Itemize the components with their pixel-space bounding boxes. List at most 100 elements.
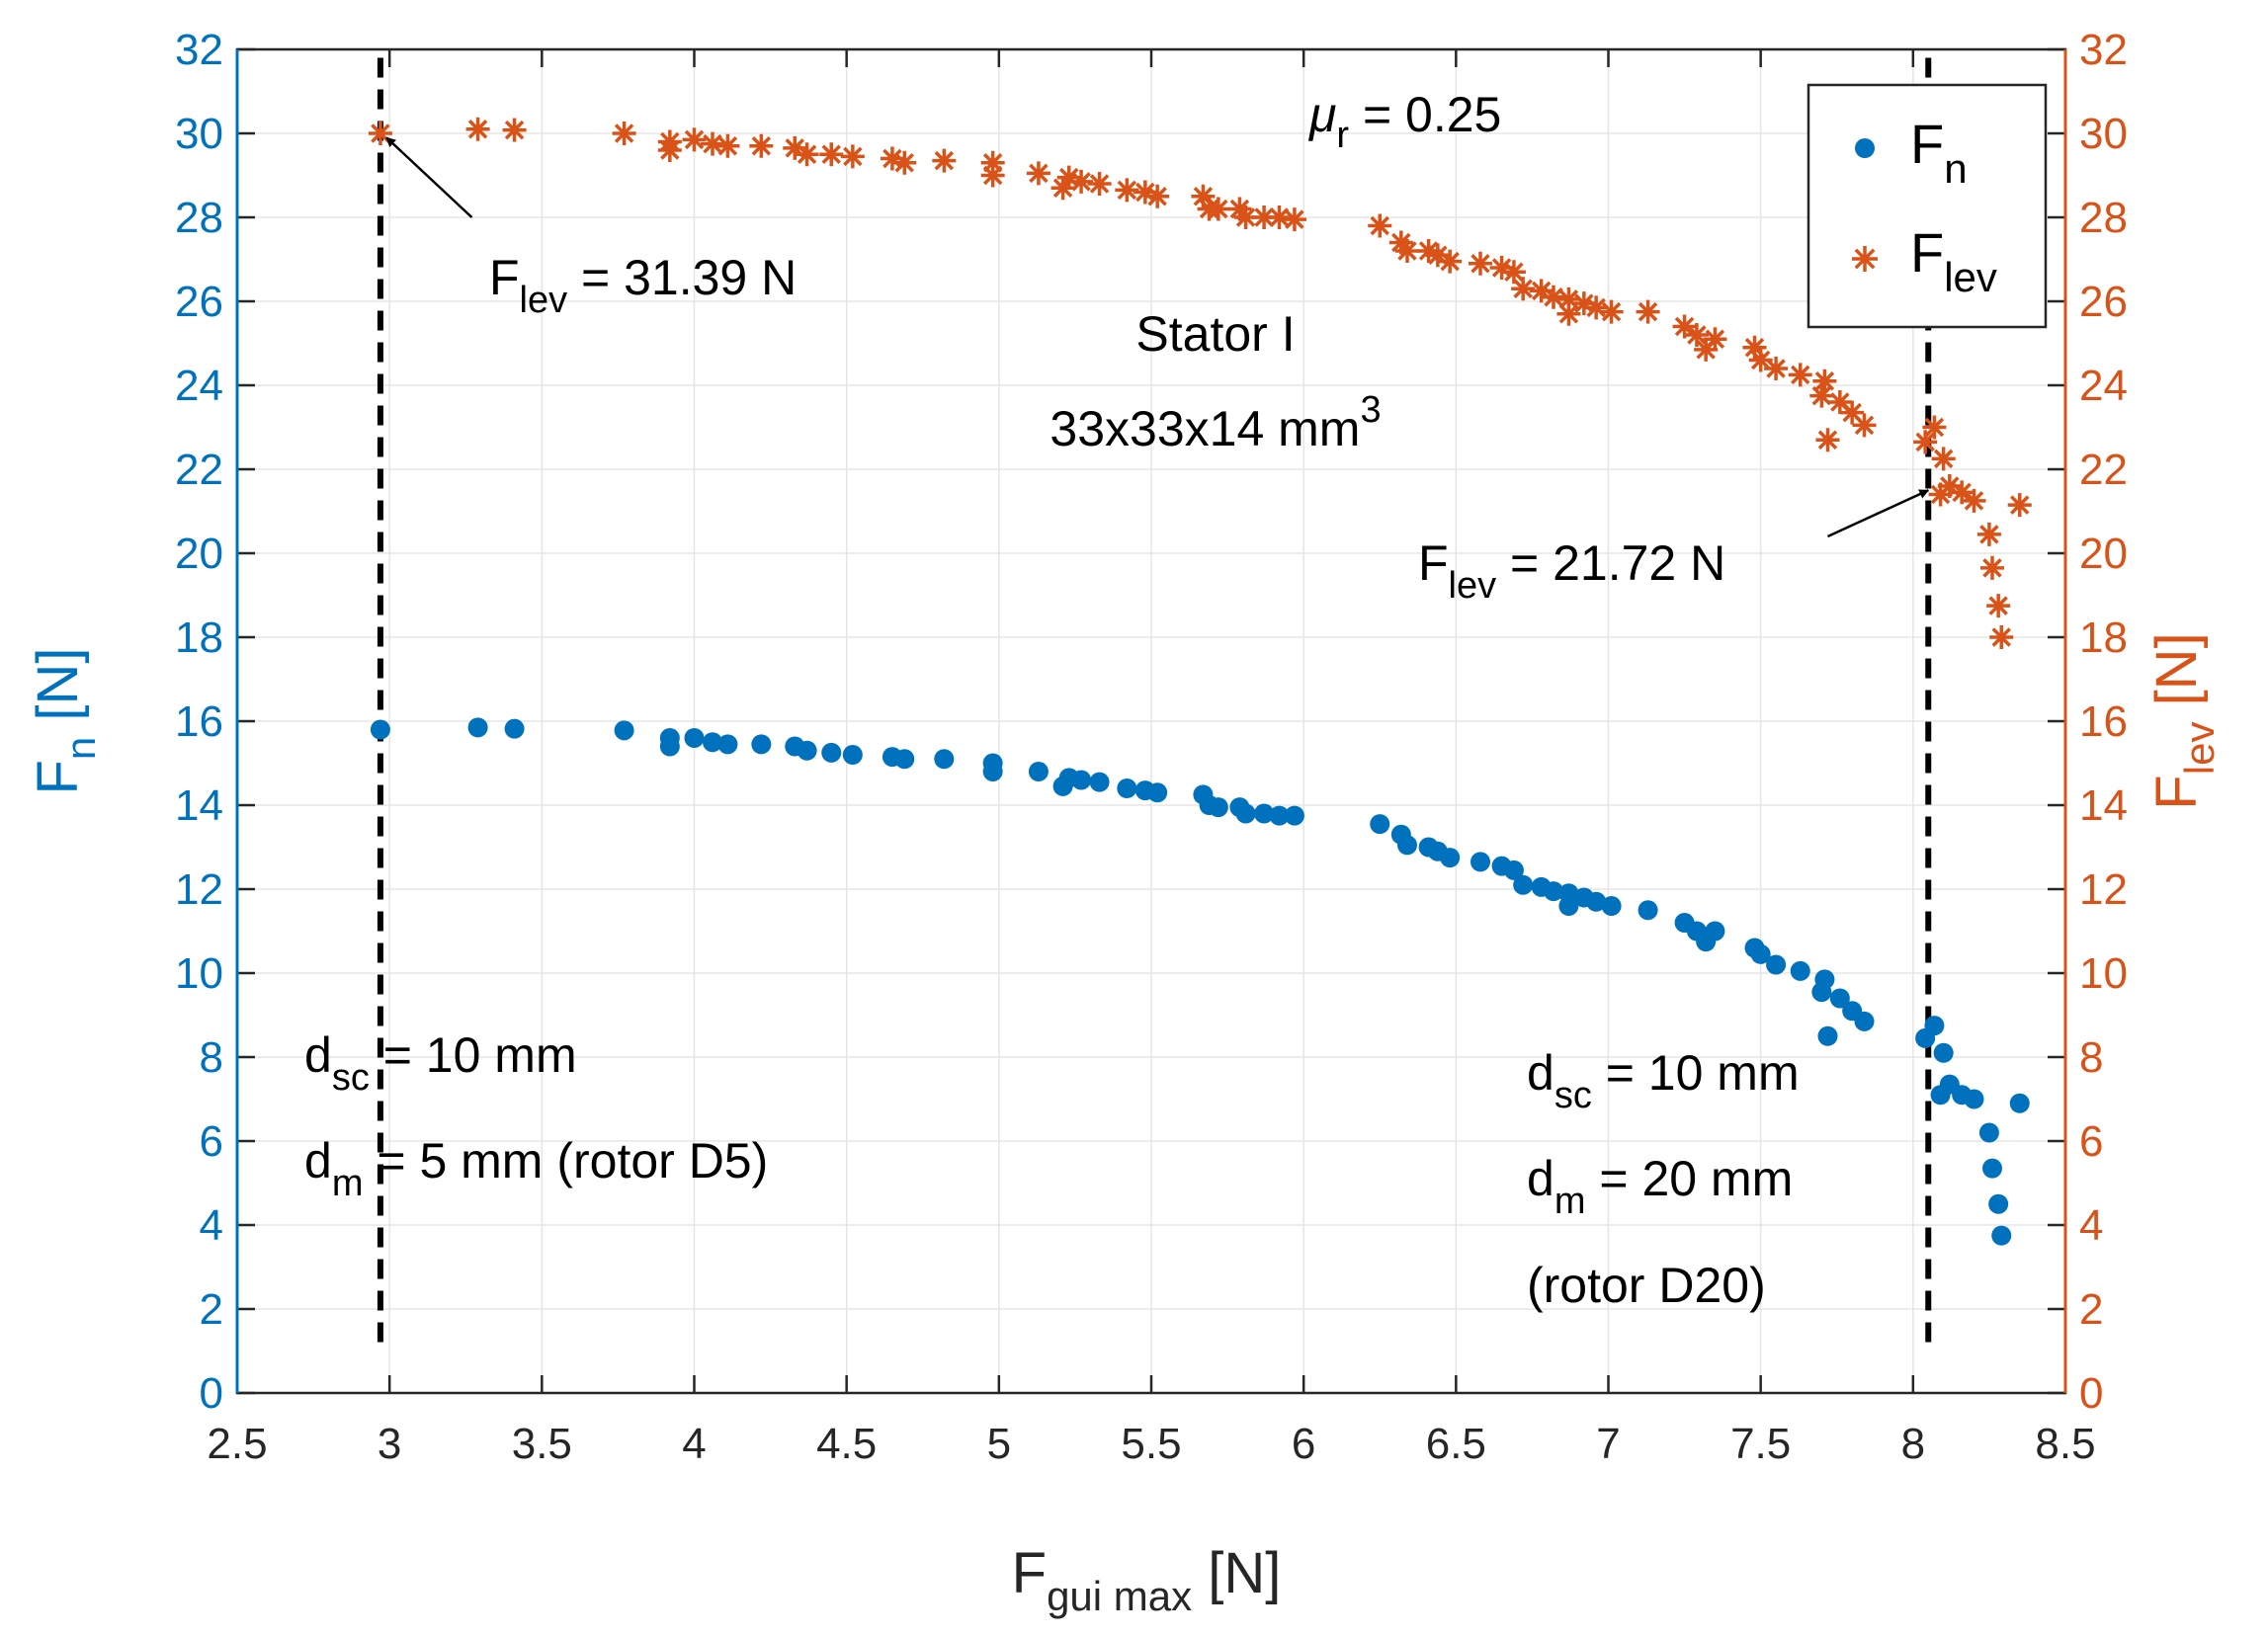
legend-flev-marker: [1852, 246, 1878, 272]
fn-data-point: [1208, 797, 1228, 818]
y-right-tick-label: 20: [2079, 530, 2128, 578]
annotation-arrow: [1826, 489, 1930, 538]
flev-left-annotation: Flev = 31.39 N: [489, 250, 797, 321]
flev-data-point: [1267, 205, 1292, 229]
flev-data-point: [1636, 299, 1660, 324]
stator-label: Stator I: [1135, 306, 1295, 362]
flev-data-point: [1115, 178, 1139, 203]
fn-data-point: [1117, 778, 1137, 798]
stator-dimensions-label: 33x33x14 mm3: [1050, 389, 1381, 456]
y-left-tick-label: 10: [175, 949, 223, 998]
flev-data-point: [1989, 625, 2014, 649]
annotation-arrows: [385, 136, 1930, 538]
legend: Fn Flev: [1806, 83, 2048, 329]
y-right-tick-label: 6: [2079, 1117, 2103, 1166]
x-axis-title: Fgui max [N]: [1012, 1541, 1282, 1619]
x-tick-label: 6.5: [1426, 1420, 1486, 1468]
fn-data-point: [1933, 1042, 1954, 1063]
flev-data-point: [502, 118, 527, 142]
fn-data-point: [1028, 762, 1049, 781]
y-right-tick-label: 32: [2079, 26, 2128, 74]
fn-data-point: [797, 740, 817, 761]
flev-data-point: [1511, 277, 1536, 301]
legend-fn-label: Fn: [1910, 113, 1968, 192]
flev-data-point: [1584, 295, 1609, 320]
x-tick-label: 5: [987, 1420, 1011, 1468]
fn-data-point: [934, 749, 955, 770]
y-left-tick-label: 6: [200, 1117, 223, 1166]
fn-data-point: [703, 732, 722, 753]
y-right-tick-label: 26: [2079, 278, 2128, 326]
fn-data-point: [1601, 896, 1622, 916]
annotation-arrow: [385, 136, 473, 218]
fn-data-point: [1750, 943, 1771, 964]
fn-data-point: [982, 762, 1003, 781]
fn-data-point: [370, 719, 390, 740]
fn-data-point: [2009, 1093, 2030, 1113]
y-left-tick-label: 18: [175, 614, 223, 662]
flev-data-point: [2007, 493, 2032, 518]
flev-data-point: [980, 163, 1005, 188]
y-left-tick-label: 14: [175, 781, 223, 830]
y-right-tick-label: 28: [2079, 194, 2128, 242]
x-tick-label: 4.5: [816, 1420, 877, 1468]
flev-data-point: [1069, 169, 1094, 194]
legend-fn-marker: [1855, 138, 1875, 158]
flev-data-point: [1599, 299, 1624, 324]
flev-data-point: [1469, 251, 1492, 276]
axis-ticks: 2.5 3 3.5 4 4.5 5 5.5 6 6.5 7 7.5 8 8.50246810121416…: [175, 26, 2128, 1468]
y-left-tick-label: 20: [175, 530, 223, 578]
y-right-tick-label: 16: [2079, 697, 2128, 746]
fn-data-point: [751, 734, 772, 755]
flev-data-point: [1980, 555, 2004, 580]
fn-data-point: [1854, 1011, 1875, 1031]
flev-data-point: [1788, 363, 1812, 387]
flev-data-point: [1962, 488, 1986, 513]
fn-data-point: [1817, 1025, 1838, 1046]
legend-flev-label: Flev: [1910, 221, 1997, 300]
flev-data-point: [715, 133, 740, 158]
flev-data-point: [749, 133, 774, 158]
flev-data-point: [819, 142, 844, 167]
y-left-tick-label: 24: [175, 362, 223, 410]
flev-data-point: [1986, 594, 2011, 618]
flev-data-point: [1840, 400, 1865, 425]
flev-data-point: [368, 122, 392, 145]
flev-data-point: [1438, 249, 1463, 274]
y-right-tick-label: 14: [2079, 781, 2128, 830]
flev-data-point: [682, 127, 707, 152]
flev-data-point: [701, 131, 724, 156]
flev-data-point: [1812, 369, 1837, 393]
flev-data-point: [892, 150, 917, 175]
fn-data-point: [504, 718, 525, 739]
y-right-tick-label: 4: [2079, 1201, 2103, 1250]
fn-data-point: [1964, 1089, 1984, 1109]
y-right-tick-label: 0: [2079, 1369, 2103, 1418]
flev-series: [368, 117, 2032, 649]
fn-data-point: [1924, 1016, 1945, 1036]
fn-series: [370, 717, 2030, 1246]
flev-data-point: [1542, 285, 1565, 309]
fn-data-point: [1544, 881, 1563, 902]
y-left-tick-label: 26: [175, 278, 223, 326]
flev-data-point: [657, 138, 682, 162]
fn-data-point: [1991, 1225, 2012, 1246]
y-right-tick-label: 2: [2079, 1285, 2103, 1334]
x-tick-label: 8: [1901, 1420, 1925, 1468]
x-tick-label: 6: [1292, 1420, 1315, 1468]
flev-data-point: [1026, 161, 1050, 186]
flev-data-point: [1703, 327, 1727, 352]
flev-data-point: [1282, 207, 1306, 232]
fn-data-point: [1470, 852, 1490, 872]
x-tick-label: 8.5: [2035, 1420, 2095, 1468]
fn-data-point: [1254, 803, 1275, 824]
legend-box: [1806, 83, 2048, 329]
x-tick-label: 7.5: [1730, 1420, 1791, 1468]
y-left-axis-title: Fn [N]: [26, 647, 104, 794]
fn-data-point: [1829, 988, 1850, 1009]
y-left-tick-label: 28: [175, 194, 223, 242]
left-dm-label: dm = 5 mm (rotor D5): [304, 1133, 768, 1204]
fn-data-point: [1284, 805, 1304, 826]
right-dsc-label: dsc = 10 mm: [1527, 1045, 1800, 1116]
flev-data-point: [1206, 197, 1230, 221]
